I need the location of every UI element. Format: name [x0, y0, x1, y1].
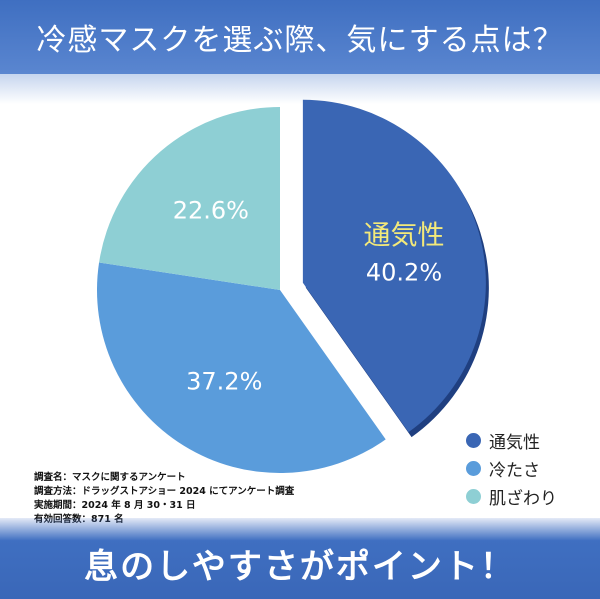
- header-banner: 冷感マスクを選ぶ際、気にする点は？: [0, 0, 600, 74]
- survey-note-name: 調査名：マスクに関するアンケート: [34, 472, 186, 483]
- legend-item-texture: 肌ざわり: [466, 483, 557, 509]
- footer-message: 息のしやすさがポイント！: [84, 546, 516, 587]
- legend-label-ventilation: 通気性: [489, 432, 540, 453]
- pie-slice-texture: [99, 107, 281, 290]
- slice-category-label-ventilation: 通気性: [364, 221, 445, 252]
- slice-value-label-ventilation: 40.2%: [366, 259, 442, 287]
- pie-slice-ventilation: [302, 99, 486, 433]
- slice-value-label-texture: 22.6%: [173, 197, 249, 225]
- legend-swatch-ventilation: [466, 432, 481, 448]
- legend-label-texture: 肌ざわり: [489, 488, 557, 509]
- legend-item-ventilation: 通気性: [466, 427, 557, 453]
- legend: 通気性 冷たさ 肌ざわり: [466, 427, 557, 511]
- survey-note-method: 調査方法：ドラッグストアショー 2024 にてアンケート調査: [34, 486, 295, 497]
- survey-note-period: 実施期間：2024 年 8 月 30・31 日: [34, 500, 196, 511]
- legend-swatch-coolness: [466, 460, 481, 476]
- legend-item-coolness: 冷たさ: [466, 455, 557, 481]
- legend-swatch-texture: [466, 488, 481, 504]
- slice-value-label-coolness: 37.2%: [186, 367, 262, 395]
- footer-banner: [0, 518, 600, 599]
- header-fade: [0, 74, 600, 104]
- legend-label-coolness: 冷たさ: [489, 460, 540, 481]
- pie-slice-coolness: [96, 262, 386, 473]
- chart-title: 冷感マスクを選ぶ際、気にする点は？: [36, 23, 564, 58]
